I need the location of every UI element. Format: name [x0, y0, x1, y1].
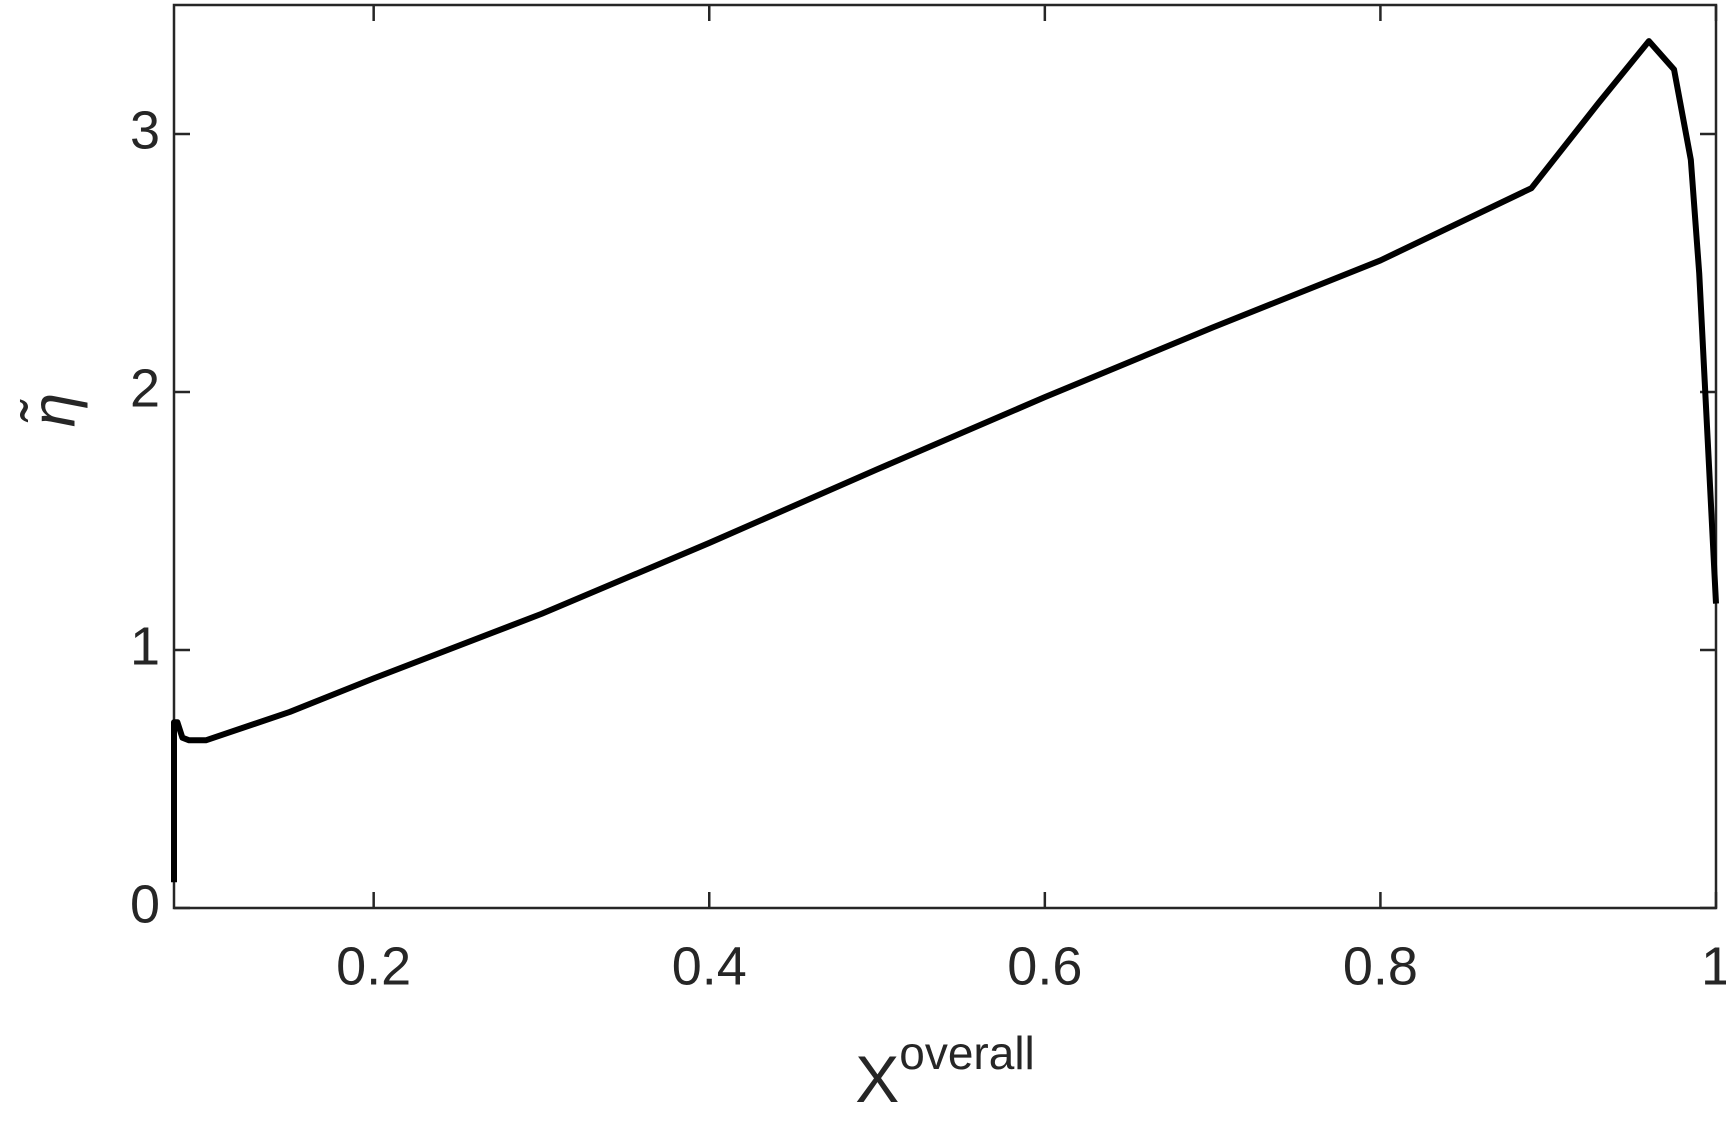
- y-tick-label: 1: [130, 616, 160, 676]
- x-tick-label: 0.4: [672, 936, 747, 996]
- y-tick-label: 3: [130, 100, 160, 160]
- x-tick-label: 0.2: [336, 936, 411, 996]
- y-tick-label: 2: [130, 358, 160, 418]
- x-tick-label: 0.6: [1007, 936, 1082, 996]
- x-tick-label: 1: [1701, 936, 1726, 996]
- data-line: [171, 38, 1719, 883]
- x-axis-label-base: X: [855, 1042, 899, 1116]
- x-tick-label: 0.8: [1343, 936, 1418, 996]
- y-tick-label: 0: [130, 874, 160, 934]
- plot-frame: [172, 3, 1718, 910]
- y-axis-label: η̃: [19, 393, 88, 427]
- x-axis-label-superscript: overall: [899, 1027, 1035, 1079]
- x-axis-label: Xoverall: [855, 1027, 1035, 1116]
